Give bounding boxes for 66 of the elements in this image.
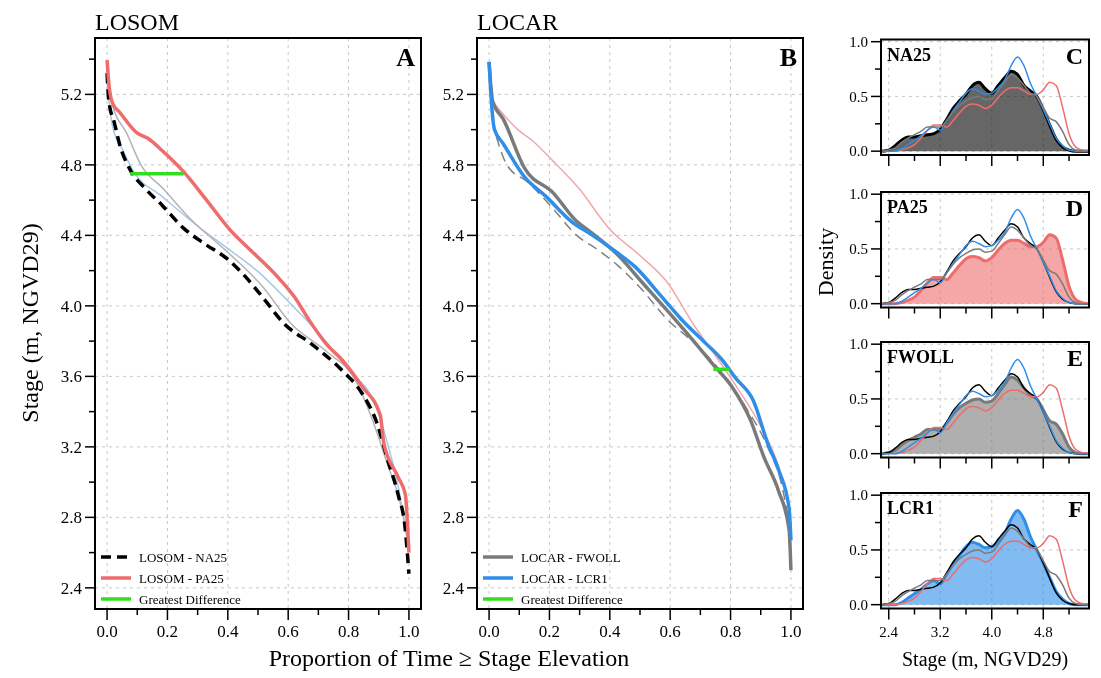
y-tick-label: 4.4 — [442, 226, 465, 246]
annotation: FWOLL — [887, 347, 955, 367]
x-tick-label: 0.6 — [659, 622, 681, 641]
legend-label: LOCAR - FWOLL — [521, 549, 621, 565]
y-tick-label: 2.8 — [442, 508, 464, 528]
x-tick-label: 0.6 — [277, 622, 299, 641]
y-tick-label: 0.0 — [849, 143, 868, 160]
annotation: PA25 — [887, 197, 928, 217]
y-tick-label: 3.2 — [442, 437, 464, 457]
x-axis-title: Stage (m, NGVD29) — [901, 648, 1069, 671]
y-tick-label: 3.6 — [442, 367, 464, 387]
y-tick-label: 3.6 — [60, 367, 82, 387]
y-tick-label: 0.0 — [849, 295, 868, 312]
y-tick-label: 1.0 — [849, 487, 868, 504]
y-tick-label: 4.0 — [60, 296, 82, 316]
x-tick-label: 3.2 — [930, 623, 950, 640]
legend-label: LOSOM - PA25 — [139, 570, 224, 586]
chart-title: LOCAR — [477, 9, 559, 35]
y-tick-label: 0.0 — [849, 596, 868, 613]
x-tick-label: 0.2 — [538, 622, 561, 641]
x-tick-label: 0.4 — [217, 622, 239, 641]
legend-label: LOSOM - NA25 — [139, 549, 228, 565]
annotation: NA25 — [887, 44, 931, 65]
annotation: E — [1066, 345, 1083, 371]
annotation: F — [1068, 496, 1083, 522]
x-tick-label: 0.4 — [599, 622, 621, 641]
x-tick-label: 0.8 — [337, 622, 360, 641]
x-tick-label: 0.8 — [719, 622, 742, 641]
x-tick-label: 0.2 — [156, 622, 179, 641]
y-tick-label: 5.2 — [442, 85, 464, 105]
y-tick-label: 3.2 — [60, 437, 82, 457]
x-axis-title: Proportion of Time ≥ Stage Elevation — [268, 645, 630, 671]
x-tick-label: 2.4 — [879, 623, 899, 640]
y-axis-title: Density — [812, 227, 838, 297]
y-tick-label: 2.4 — [60, 578, 83, 598]
x-tick-label: 0.0 — [478, 622, 500, 641]
y-axis-title: Stage (m, NGVD29) — [17, 223, 44, 423]
x-tick-label: 1.0 — [398, 622, 420, 641]
y-tick-label: 5.2 — [60, 85, 82, 105]
y-tick-label: 1.0 — [849, 336, 868, 353]
legend-label: Greatest Difference — [139, 591, 242, 607]
annotation: C — [1065, 42, 1083, 69]
y-tick-label: 0.5 — [849, 542, 868, 559]
x-tick-label: 1.0 — [780, 622, 802, 641]
y-tick-label: 2.4 — [442, 578, 465, 598]
y-tick-label: 2.8 — [60, 508, 82, 528]
y-tick-label: 4.8 — [442, 155, 464, 175]
x-tick-label: 4.0 — [982, 623, 1002, 640]
x-tick-label: 0.0 — [96, 622, 118, 641]
y-tick-label: 4.8 — [60, 155, 82, 175]
y-tick-label: 4.0 — [442, 296, 464, 316]
legend-label: Greatest Difference — [521, 591, 624, 607]
annotation: D — [1065, 195, 1083, 221]
y-tick-label: 4.4 — [60, 226, 83, 246]
y-tick-label: 0.5 — [849, 391, 868, 408]
annotation: LCR1 — [887, 498, 935, 518]
x-tick-label: 4.8 — [1033, 623, 1053, 640]
y-tick-label: 0.5 — [849, 88, 868, 105]
legend-label: LOCAR - LCR1 — [521, 570, 608, 586]
y-tick-label: 0.5 — [849, 241, 868, 258]
y-tick-label: 1.0 — [849, 33, 868, 50]
y-tick-label: 1.0 — [849, 186, 868, 203]
y-tick-label: 0.0 — [849, 445, 868, 462]
chart-title: LOSOM — [95, 9, 180, 35]
annotation: B — [779, 43, 797, 72]
annotation: A — [396, 43, 416, 72]
